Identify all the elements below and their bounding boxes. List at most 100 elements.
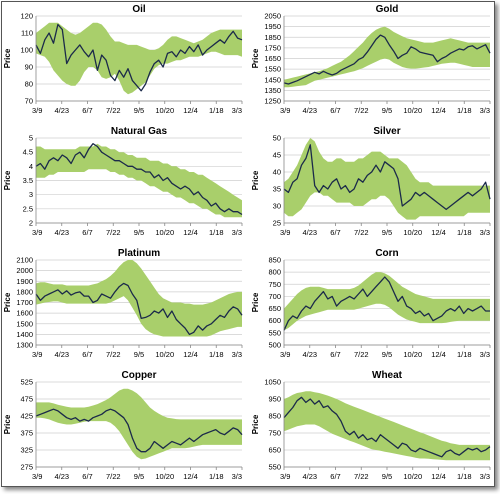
y-tick-label: 1750 xyxy=(264,43,281,52)
x-tick-label: 7/22 xyxy=(106,228,121,237)
x-tick-label: 10/20 xyxy=(155,228,174,237)
x-tick-label: 7/22 xyxy=(354,472,369,481)
x-tick-label: 3/9 xyxy=(280,472,290,481)
chart-panel-wheat: Wheat Price 550 650 750 850 950 1050 3/9 4/23 6/7 7… xyxy=(250,368,496,489)
x-tick-label: 3/3 xyxy=(480,106,490,115)
price-line xyxy=(283,276,490,331)
x-tick-label: 10/20 xyxy=(403,228,422,237)
y-tick-label: 35 xyxy=(273,185,281,194)
chart-title: Oil xyxy=(132,4,146,15)
x-tick-label: 6/7 xyxy=(82,472,92,481)
x-tick-label: 3/9 xyxy=(32,228,42,237)
y-axis-label: Price xyxy=(3,48,12,68)
chart-title: Wheat xyxy=(372,370,403,381)
y-tick-label: 650 xyxy=(268,446,281,455)
chart-title: Silver xyxy=(373,126,400,137)
y-axis-label: Price xyxy=(251,170,260,190)
x-tick-label: 6/7 xyxy=(330,228,340,237)
chart-title: Platinum xyxy=(118,248,160,259)
y-tick-label: 1350 xyxy=(264,86,281,95)
x-tick-label: 3/3 xyxy=(232,350,242,359)
y-tick-label: 1900 xyxy=(16,277,33,286)
price-line xyxy=(35,408,243,453)
x-tick-label: 4/23 xyxy=(302,106,317,115)
x-tick-label: 9/5 xyxy=(382,228,392,237)
x-tick-label: 3/3 xyxy=(480,350,490,359)
y-tick-label: 500 xyxy=(268,341,281,350)
y-tick-label: 375 xyxy=(20,429,33,438)
x-tick-label: 6/7 xyxy=(330,350,340,359)
chart-title: Natural Gas xyxy=(111,126,168,137)
y-tick-label: 1050 xyxy=(264,378,281,387)
band-area xyxy=(36,143,242,218)
price-line xyxy=(283,144,491,211)
y-tick-label: 550 xyxy=(268,463,281,472)
y-tick-label: 3.5 xyxy=(23,176,33,185)
x-tick-label: 9/5 xyxy=(382,472,392,481)
y-tick-label: 850 xyxy=(268,412,281,421)
y-tick-label: 1700 xyxy=(16,298,33,307)
chart-panel-corn: Corn Price 500 550 600 650 700 750 800 850 3/9 4/23… xyxy=(250,246,496,367)
chart-title: Gold xyxy=(376,4,399,15)
y-tick-label: 1550 xyxy=(264,65,281,74)
x-tick-label: 4/23 xyxy=(54,106,69,115)
x-tick-label: 7/22 xyxy=(354,106,369,115)
x-tick-label: 3/9 xyxy=(32,350,42,359)
x-tick-label: 4/23 xyxy=(302,350,317,359)
price-line xyxy=(35,23,243,92)
chart-panel-natural-gas: Natural Gas Price 2 2.5 3 3.5 4 4.5 5 3/9 4/23 6/7 7… xyxy=(2,124,248,245)
x-tick-label: 6/7 xyxy=(82,106,92,115)
y-tick-label: 90 xyxy=(25,63,33,72)
x-tick-label: 6/7 xyxy=(82,228,92,237)
x-tick-label: 3/3 xyxy=(480,228,490,237)
chart-title: Copper xyxy=(122,370,157,381)
x-tick-label: 12/4 xyxy=(183,472,198,481)
y-tick-label: 1450 xyxy=(264,75,281,84)
band-area xyxy=(36,388,242,460)
x-tick-label: 4/23 xyxy=(54,350,69,359)
x-tick-label: 9/5 xyxy=(134,228,144,237)
y-axis-label: Price xyxy=(3,292,12,312)
y-tick-label: 650 xyxy=(268,304,281,313)
y-tick-label: 525 xyxy=(20,378,33,387)
band-area xyxy=(284,138,490,220)
x-tick-label: 4/23 xyxy=(302,472,317,481)
y-tick-label: 950 xyxy=(268,395,281,404)
x-tick-label: 3/9 xyxy=(280,228,290,237)
y-tick-label: 1500 xyxy=(16,319,33,328)
band-area xyxy=(284,272,490,331)
y-tick-label: 475 xyxy=(20,395,33,404)
price-line xyxy=(35,143,243,216)
y-tick-label: 1850 xyxy=(264,33,281,42)
price-line xyxy=(283,396,491,458)
price-line xyxy=(35,282,243,336)
x-tick-label: 7/22 xyxy=(106,106,121,115)
chart-svg: Corn Price 500 550 600 650 700 750 800 850 3/9 4/23… xyxy=(251,248,491,359)
y-axis-label: Price xyxy=(251,414,260,434)
x-tick-label: 1/18 xyxy=(457,350,472,359)
y-tick-label: 2.5 xyxy=(23,204,33,213)
x-tick-label: 9/5 xyxy=(134,106,144,115)
x-tick-label: 9/5 xyxy=(382,106,392,115)
x-tick-label: 4/23 xyxy=(302,228,317,237)
x-tick-label: 7/22 xyxy=(106,350,121,359)
y-axis-label: Price xyxy=(251,292,260,312)
chart-grid-frame xyxy=(1,1,495,487)
y-tick-label: 2100 xyxy=(16,256,33,265)
x-tick-label: 3/9 xyxy=(32,472,42,481)
x-tick-label: 3/3 xyxy=(232,228,242,237)
y-tick-label: 4 xyxy=(29,162,33,171)
x-tick-label: 1/18 xyxy=(457,472,472,481)
x-tick-label: 1/18 xyxy=(209,228,224,237)
x-tick-label: 3/9 xyxy=(280,350,290,359)
x-tick-label: 9/5 xyxy=(382,350,392,359)
y-tick-label: 2 xyxy=(29,219,33,228)
x-tick-label: 1/18 xyxy=(209,350,224,359)
y-tick-label: 120 xyxy=(20,12,33,21)
y-tick-label: 3 xyxy=(29,190,33,199)
band-area xyxy=(36,22,242,95)
y-tick-label: 1250 xyxy=(264,97,281,106)
chart-title: Corn xyxy=(375,248,398,259)
y-tick-label: 325 xyxy=(20,446,33,455)
